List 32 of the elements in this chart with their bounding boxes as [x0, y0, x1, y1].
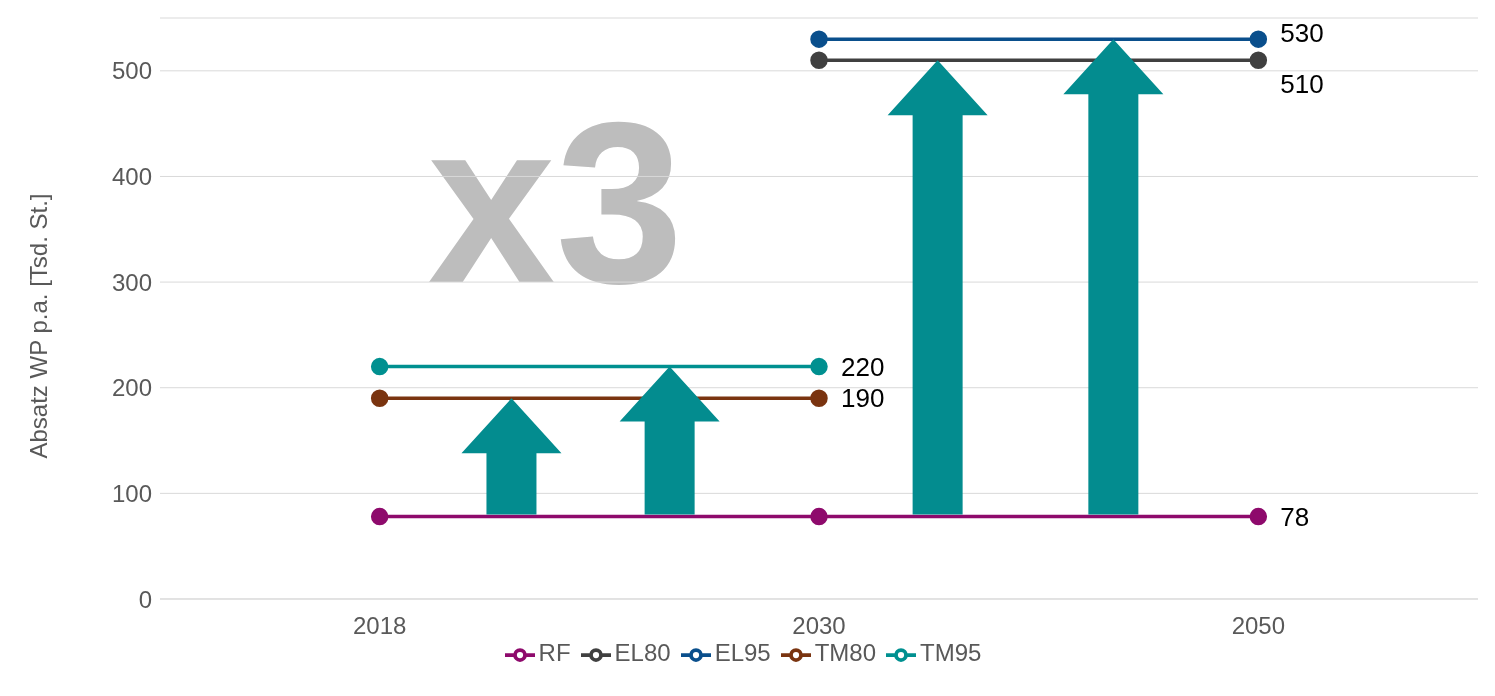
point [1249, 30, 1268, 48]
point [810, 51, 828, 69]
y-tick-label: 300 [111, 268, 152, 296]
point [370, 389, 389, 408]
data-label: 220 [841, 351, 885, 382]
annotation: x3 [427, 74, 684, 332]
x-tick-label: 2050 [1231, 612, 1286, 640]
point [810, 389, 828, 408]
point [370, 357, 389, 376]
data-label: 510 [1280, 69, 1324, 100]
legend-label: EL95 [714, 639, 771, 666]
point [810, 357, 828, 376]
data-label: 190 [841, 383, 885, 414]
legend-label: RF [538, 639, 571, 666]
data-label: 78 [1280, 501, 1310, 532]
legend-label: TM95 [920, 639, 982, 666]
point [370, 507, 389, 526]
point [1249, 51, 1268, 69]
x-tick-label: 2030 [792, 612, 846, 640]
y-tick-label: 200 [111, 374, 152, 402]
y-axis-title: Absatz WP p.a. [Tsd. St.] [24, 193, 52, 459]
point [1249, 507, 1268, 526]
legend-label: EL80 [614, 639, 671, 666]
data-label: 530 [1280, 18, 1324, 49]
point [810, 507, 828, 526]
point [810, 30, 828, 48]
y-tick-label: 400 [111, 162, 152, 190]
y-tick-label: 0 [138, 585, 152, 613]
x-tick-label: 2018 [352, 612, 407, 640]
legend-label: TM80 [814, 639, 877, 666]
y-tick-label: 100 [111, 479, 152, 507]
y-tick-label: 500 [111, 57, 152, 85]
